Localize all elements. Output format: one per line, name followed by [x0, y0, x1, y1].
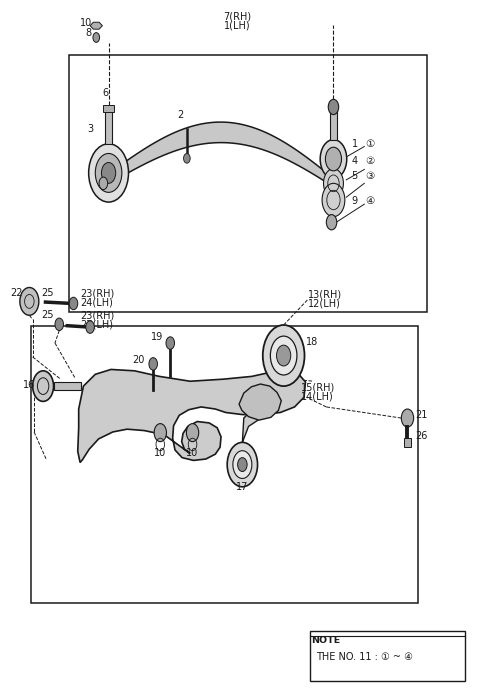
- Polygon shape: [242, 397, 272, 465]
- Text: 12(LH): 12(LH): [308, 298, 341, 309]
- Text: ③: ③: [365, 172, 374, 181]
- Text: 1: 1: [351, 139, 358, 148]
- Text: 21: 21: [416, 410, 428, 420]
- Text: 4: 4: [351, 156, 358, 166]
- Polygon shape: [90, 22, 102, 29]
- Text: 10: 10: [80, 18, 92, 28]
- Circle shape: [86, 321, 95, 333]
- Text: 10: 10: [154, 448, 167, 458]
- Text: 26: 26: [416, 431, 428, 441]
- Text: ④: ④: [365, 197, 374, 206]
- Circle shape: [33, 371, 54, 401]
- Circle shape: [99, 177, 108, 190]
- Circle shape: [270, 336, 297, 375]
- Text: 27(LH): 27(LH): [80, 320, 113, 330]
- Circle shape: [227, 442, 258, 486]
- Circle shape: [186, 424, 199, 442]
- Circle shape: [328, 99, 339, 115]
- Bar: [54, 382, 81, 391]
- Bar: [103, 105, 114, 112]
- Circle shape: [101, 162, 116, 183]
- Circle shape: [320, 139, 347, 178]
- Text: 7(RH): 7(RH): [224, 12, 252, 22]
- Circle shape: [154, 424, 167, 442]
- Circle shape: [322, 183, 345, 217]
- Circle shape: [89, 144, 129, 202]
- Text: 23(RH): 23(RH): [80, 288, 114, 299]
- Circle shape: [166, 337, 175, 349]
- Text: 18: 18: [306, 337, 319, 346]
- Bar: [404, 438, 411, 447]
- Polygon shape: [78, 370, 305, 463]
- Text: 1(LH): 1(LH): [224, 21, 251, 31]
- Bar: [69, 55, 427, 312]
- Text: 15(RH): 15(RH): [301, 382, 335, 393]
- Text: 9: 9: [351, 197, 358, 206]
- Text: 20: 20: [133, 355, 145, 365]
- Text: 23(RH): 23(RH): [80, 311, 114, 321]
- Bar: [310, 631, 466, 681]
- Text: ②: ②: [365, 156, 374, 166]
- Circle shape: [238, 458, 247, 472]
- Bar: [330, 111, 337, 139]
- Circle shape: [325, 147, 342, 171]
- Polygon shape: [109, 122, 342, 192]
- Bar: [264, 349, 284, 363]
- Circle shape: [276, 345, 291, 366]
- Circle shape: [263, 325, 304, 386]
- Text: 3: 3: [88, 124, 94, 134]
- Text: 16: 16: [23, 379, 35, 390]
- Text: 22: 22: [10, 288, 23, 298]
- Polygon shape: [239, 384, 281, 420]
- Text: 25: 25: [41, 310, 54, 321]
- Text: 25: 25: [41, 288, 54, 298]
- Circle shape: [96, 153, 122, 193]
- Text: 19: 19: [151, 332, 163, 342]
- Circle shape: [183, 153, 190, 163]
- Circle shape: [233, 451, 252, 479]
- Circle shape: [20, 288, 39, 315]
- Circle shape: [69, 298, 78, 309]
- Circle shape: [401, 409, 414, 427]
- Circle shape: [326, 215, 337, 230]
- Bar: [105, 111, 112, 144]
- Text: ①: ①: [365, 139, 374, 148]
- Text: THE NO. 11 : ① ~ ④: THE NO. 11 : ① ~ ④: [316, 652, 413, 662]
- Text: 17: 17: [236, 482, 249, 493]
- Text: 6: 6: [102, 88, 108, 98]
- Circle shape: [55, 318, 63, 330]
- Text: 10: 10: [186, 448, 199, 458]
- Text: 14(LH): 14(LH): [301, 391, 334, 402]
- Text: 2: 2: [178, 111, 184, 120]
- Circle shape: [324, 169, 343, 198]
- Text: 24(LH): 24(LH): [80, 298, 113, 308]
- Text: 13(RH): 13(RH): [308, 289, 342, 300]
- Circle shape: [93, 33, 99, 43]
- Circle shape: [149, 358, 157, 370]
- Text: 8: 8: [86, 27, 92, 38]
- Text: NOTE: NOTE: [311, 636, 340, 645]
- Text: 5: 5: [351, 172, 358, 181]
- Bar: [31, 326, 418, 603]
